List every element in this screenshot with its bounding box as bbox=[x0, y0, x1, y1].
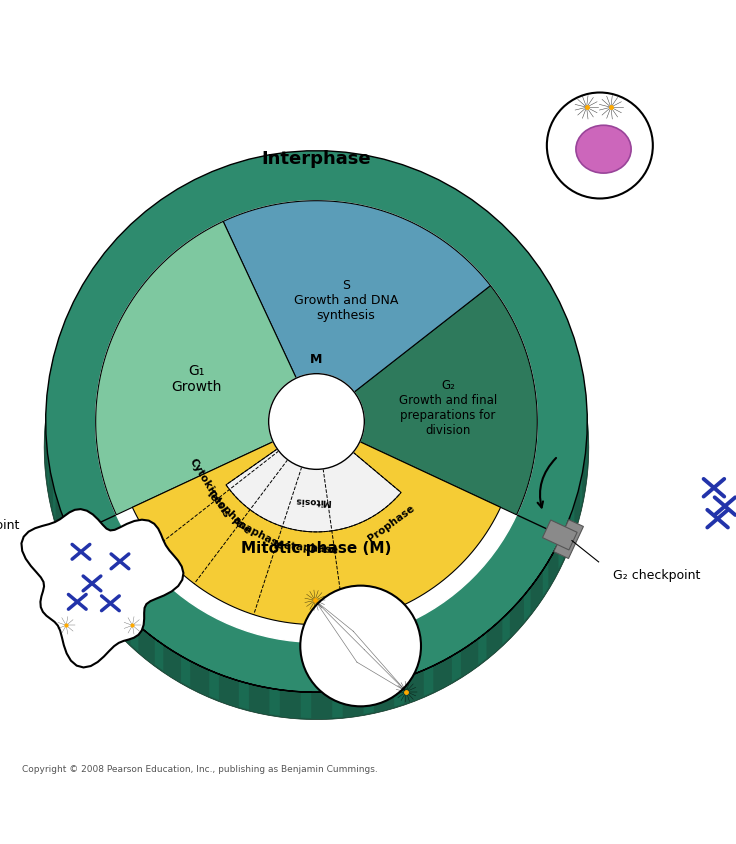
Polygon shape bbox=[132, 422, 500, 625]
Polygon shape bbox=[109, 596, 116, 630]
Polygon shape bbox=[394, 678, 404, 707]
Polygon shape bbox=[74, 544, 79, 578]
Polygon shape bbox=[483, 555, 488, 587]
Polygon shape bbox=[223, 202, 490, 422]
Circle shape bbox=[96, 202, 537, 642]
Polygon shape bbox=[528, 464, 529, 498]
Polygon shape bbox=[226, 422, 401, 533]
Bar bbox=[56, 521, 91, 550]
Polygon shape bbox=[571, 505, 574, 540]
Polygon shape bbox=[230, 621, 238, 650]
Polygon shape bbox=[526, 364, 528, 398]
Polygon shape bbox=[332, 691, 343, 717]
Circle shape bbox=[547, 94, 653, 199]
Polygon shape bbox=[580, 474, 582, 510]
Polygon shape bbox=[72, 514, 561, 691]
Polygon shape bbox=[238, 681, 249, 710]
Text: Telophase: Telophase bbox=[204, 488, 252, 536]
Text: Prophase: Prophase bbox=[367, 503, 417, 544]
Polygon shape bbox=[187, 596, 194, 626]
Text: G₂ checkpoint: G₂ checkpoint bbox=[613, 568, 701, 582]
Polygon shape bbox=[498, 534, 503, 567]
Polygon shape bbox=[88, 509, 131, 564]
Polygon shape bbox=[130, 619, 138, 652]
Polygon shape bbox=[478, 632, 486, 665]
Polygon shape bbox=[209, 670, 219, 701]
Polygon shape bbox=[503, 611, 510, 645]
Text: M: M bbox=[311, 353, 322, 365]
Polygon shape bbox=[452, 651, 461, 682]
Polygon shape bbox=[301, 692, 311, 718]
Polygon shape bbox=[96, 222, 316, 515]
Polygon shape bbox=[578, 349, 580, 386]
Polygon shape bbox=[511, 511, 514, 545]
Bar bbox=[49, 520, 79, 559]
Polygon shape bbox=[150, 561, 156, 593]
Polygon shape bbox=[53, 484, 55, 520]
Polygon shape bbox=[46, 391, 47, 427]
Polygon shape bbox=[586, 443, 587, 479]
Circle shape bbox=[300, 586, 421, 706]
Polygon shape bbox=[354, 634, 362, 662]
Polygon shape bbox=[531, 388, 532, 423]
Polygon shape bbox=[110, 348, 113, 381]
Polygon shape bbox=[113, 496, 116, 530]
Polygon shape bbox=[122, 519, 127, 553]
Polygon shape bbox=[520, 488, 523, 522]
Polygon shape bbox=[44, 354, 589, 720]
Ellipse shape bbox=[576, 126, 631, 174]
Polygon shape bbox=[101, 447, 102, 481]
Text: S
Growth and DNA
synthesis: S Growth and DNA synthesis bbox=[294, 279, 398, 322]
Polygon shape bbox=[403, 618, 410, 647]
Text: G₁
Growth: G₁ Growth bbox=[171, 363, 222, 393]
Text: G₁ checkpoint: G₁ checkpoint bbox=[0, 518, 20, 532]
Polygon shape bbox=[532, 439, 533, 473]
Polygon shape bbox=[91, 571, 96, 605]
Polygon shape bbox=[47, 453, 49, 490]
Polygon shape bbox=[379, 627, 387, 656]
Polygon shape bbox=[424, 666, 434, 696]
Text: Copyright © 2008 Pearson Education, Inc., publishing as Benjamin Cummings.: Copyright © 2008 Pearson Education, Inc.… bbox=[22, 765, 378, 773]
Text: Anaphase: Anaphase bbox=[230, 516, 286, 551]
Text: Cytokinesis: Cytokinesis bbox=[187, 457, 231, 519]
Text: G₂
Growth and final
preparations for
division: G₂ Growth and final preparations for div… bbox=[399, 378, 498, 436]
Polygon shape bbox=[168, 580, 174, 611]
Bar bbox=[542, 521, 577, 550]
Polygon shape bbox=[100, 397, 101, 431]
Polygon shape bbox=[559, 534, 563, 569]
Polygon shape bbox=[155, 639, 163, 671]
Circle shape bbox=[269, 374, 364, 470]
Polygon shape bbox=[364, 686, 374, 714]
Polygon shape bbox=[181, 657, 190, 687]
Polygon shape bbox=[254, 630, 262, 657]
Polygon shape bbox=[425, 605, 432, 636]
Polygon shape bbox=[584, 380, 586, 416]
Polygon shape bbox=[104, 372, 105, 406]
Polygon shape bbox=[446, 591, 453, 622]
Polygon shape bbox=[524, 587, 531, 622]
Text: Mitosis: Mitosis bbox=[294, 495, 331, 506]
Polygon shape bbox=[208, 610, 216, 640]
Polygon shape bbox=[316, 286, 537, 515]
Polygon shape bbox=[62, 515, 66, 550]
Bar bbox=[553, 520, 584, 559]
Text: Mitotic phase (M): Mitotic phase (M) bbox=[241, 540, 392, 555]
Polygon shape bbox=[21, 510, 183, 668]
Polygon shape bbox=[465, 574, 472, 605]
Polygon shape bbox=[105, 472, 107, 506]
Polygon shape bbox=[46, 152, 587, 692]
Polygon shape bbox=[279, 636, 287, 663]
Polygon shape bbox=[542, 562, 548, 597]
Polygon shape bbox=[51, 360, 53, 396]
Polygon shape bbox=[59, 329, 62, 365]
Polygon shape bbox=[304, 639, 312, 664]
Polygon shape bbox=[135, 541, 140, 574]
Polygon shape bbox=[269, 689, 280, 716]
Polygon shape bbox=[329, 638, 338, 664]
Text: Metaphase: Metaphase bbox=[273, 539, 339, 555]
Text: Interphase: Interphase bbox=[262, 150, 371, 168]
